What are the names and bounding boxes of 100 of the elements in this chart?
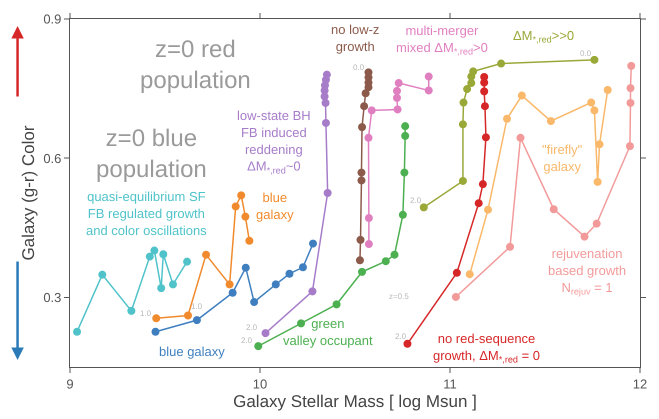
y-axis-title: Galaxy (g-r) Color [18,125,38,261]
point [364,214,373,222]
x-tick-label: 9 [66,376,74,392]
point [398,210,407,219]
point [592,220,601,228]
series-label: blue galaxy [159,344,226,359]
point [322,70,331,79]
point [516,134,524,142]
point [152,314,160,322]
point [626,98,634,107]
point [357,168,366,177]
point [262,329,270,338]
point [184,312,192,320]
series-label: multi-merger mixed ΔM$_{*,red}$>0 [396,23,488,57]
point [403,340,412,348]
point [202,250,210,259]
point [459,98,468,107]
point [400,168,408,177]
point [506,242,514,251]
point [518,92,526,100]
point [242,264,250,272]
point [241,212,250,221]
point [232,202,240,210]
point [368,106,376,114]
y-tick-label: 0.3 [43,290,62,305]
point [604,86,612,94]
point [594,178,602,186]
point [364,240,373,248]
point [452,292,460,301]
point [146,252,154,261]
point [392,86,401,95]
point [484,206,492,214]
point [503,114,511,123]
x-tick-label: 11 [443,376,457,392]
series-label: blue galaxy [256,190,294,222]
annotation: 2.0 [395,332,407,341]
point [550,205,558,214]
series-label: green valley occupant [283,316,373,348]
point [587,98,596,107]
point [159,250,168,258]
annotation: 1.0 [140,309,152,318]
point [157,284,166,292]
point [452,268,461,277]
point [394,79,403,88]
point [150,246,158,255]
point [382,257,390,266]
series-label: no red-sequence growth, ΔM$_{*,red}$ = 0 [433,331,540,365]
point [356,256,364,264]
text: rejuvenation based growth N$_{rejuv}$ = 1 [548,246,626,297]
point [392,94,401,102]
point [590,106,598,114]
annotation: 2.0 [246,323,258,332]
annotation: z=0 red population [140,36,251,94]
point [390,250,399,259]
point [73,328,82,336]
point [297,319,306,328]
y-tick-label: 0.6 [43,150,62,166]
series-label: no low-z growth [331,22,380,54]
point [298,263,307,272]
point [590,56,598,64]
point [226,280,234,288]
point [546,117,555,126]
point [596,140,604,148]
point [480,87,488,96]
point [168,280,177,288]
point [324,189,332,197]
point [309,240,318,248]
x-axis-title: Galaxy Stellar Mass [ log Msun ] [233,392,477,411]
y-tick-label: 0.9 [43,12,62,27]
point [466,270,474,278]
point [152,328,160,336]
point [332,300,341,308]
text: quasi-equilibrium SF FB regulated growth and color oscillations [86,189,208,238]
point [458,120,467,128]
series-label: low-state BH FB induced reddening ΔM$_{*,red}$~0 [237,108,311,176]
point [308,287,316,296]
point [362,89,370,98]
point [626,142,634,150]
point [458,176,467,185]
point [474,199,483,208]
point [480,102,489,110]
point [183,258,192,266]
point [482,133,490,142]
annotation: 0.0 [580,49,592,58]
point [98,270,106,279]
point [424,72,433,81]
point [192,316,201,324]
series-label: "firefly" galaxy [542,142,583,174]
point [356,236,365,244]
point [127,306,136,315]
point [228,288,237,297]
annotation: 2.0 [241,336,253,345]
point [364,134,372,142]
point [424,86,433,94]
point [358,123,366,132]
point [401,122,410,130]
point [358,268,366,276]
point [480,73,488,81]
point [478,180,487,188]
point [322,118,330,127]
